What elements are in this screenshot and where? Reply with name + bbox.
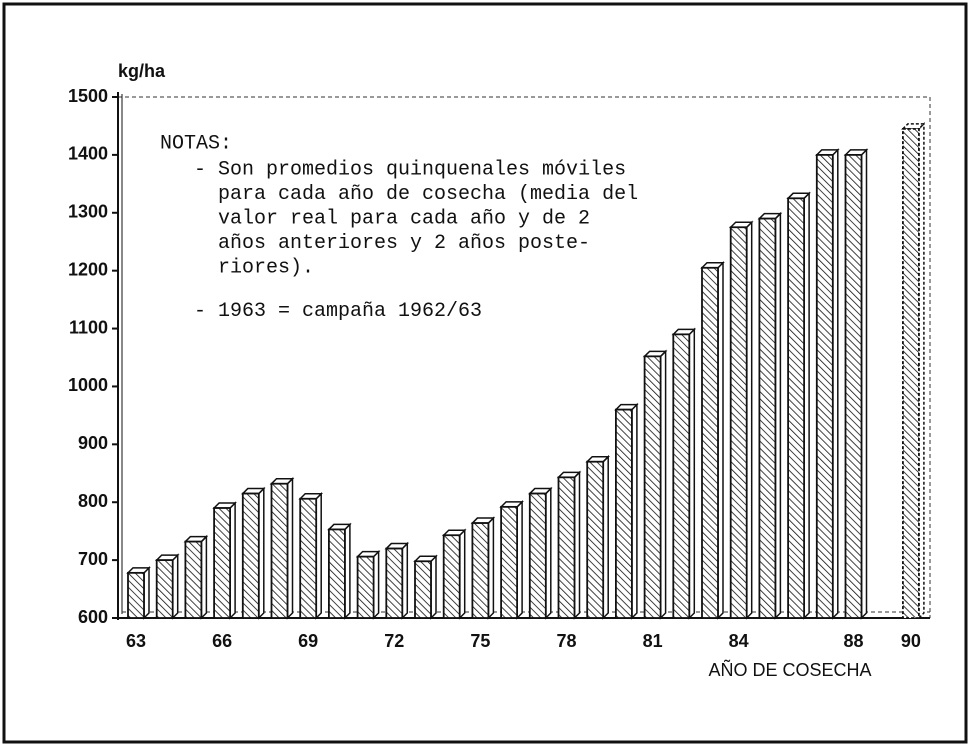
bar-front xyxy=(643,355,662,619)
bar xyxy=(642,349,668,620)
bar-front xyxy=(528,492,547,619)
bar xyxy=(700,260,725,620)
note-heading: NOTAS: xyxy=(160,132,232,155)
x-tick-label: 72 xyxy=(384,631,404,651)
bar xyxy=(269,476,295,620)
x-tick-label: 69 xyxy=(298,631,318,651)
bar-front xyxy=(327,528,346,619)
y-tick-label: 1000 xyxy=(68,375,108,395)
x-tick-label: 88 xyxy=(843,631,863,651)
bar-front xyxy=(758,217,777,619)
x-tick-label: 78 xyxy=(556,631,576,651)
bar xyxy=(499,500,524,620)
bar xyxy=(126,566,151,620)
y-tick-label: 900 xyxy=(78,433,108,453)
bar xyxy=(671,327,697,620)
bar xyxy=(585,454,611,620)
x-tick-label: 66 xyxy=(212,631,232,651)
bar xyxy=(614,402,639,620)
note-line: riores). xyxy=(218,256,314,279)
bar xyxy=(470,516,496,620)
bar xyxy=(527,486,553,620)
bar-front xyxy=(815,153,834,619)
bar-front xyxy=(155,559,174,619)
bar-front xyxy=(557,476,576,619)
bar-front xyxy=(241,492,260,619)
x-tick-label: 90 xyxy=(901,631,921,651)
bar xyxy=(441,528,467,620)
bar xyxy=(240,486,266,620)
bar xyxy=(413,554,438,620)
bar-front xyxy=(615,408,633,619)
bar xyxy=(757,211,783,620)
bar xyxy=(901,122,926,620)
x-tick-label: 81 xyxy=(643,631,663,651)
y-tick-label: 800 xyxy=(78,491,108,511)
bar-front xyxy=(902,127,920,619)
bar xyxy=(183,534,209,620)
bar-front xyxy=(471,522,490,619)
bar xyxy=(814,148,840,620)
bar xyxy=(786,191,811,620)
bar-front xyxy=(500,505,519,619)
bar-front xyxy=(729,226,748,619)
bar xyxy=(843,148,869,620)
note-line: años anteriores y 2 años poste- xyxy=(218,232,590,255)
bar-front xyxy=(701,266,719,619)
x-tick-label: 84 xyxy=(729,631,749,651)
bar xyxy=(327,522,352,620)
bar-front xyxy=(385,547,404,619)
bar-front xyxy=(672,333,691,619)
bar-front xyxy=(127,571,145,619)
bar xyxy=(556,470,582,620)
y-tick-label: 1400 xyxy=(68,144,108,164)
y-tick-label: 1200 xyxy=(68,259,108,279)
x-axis-label: AÑO DE COSECHA xyxy=(708,659,871,680)
note-line: - 1963 = campaña 1962/63 xyxy=(194,300,482,323)
y-tick-label: 600 xyxy=(78,607,108,627)
bar xyxy=(728,220,754,620)
bar-front xyxy=(184,540,203,619)
note-line: valor real para cada año y de 2 xyxy=(218,207,590,230)
note-line: para cada año de cosecha (media del xyxy=(218,183,638,206)
bar xyxy=(384,541,410,620)
x-tick-label: 75 xyxy=(470,631,490,651)
bar xyxy=(355,549,381,620)
x-tick-label: 63 xyxy=(126,631,146,651)
y-tick-label: 1100 xyxy=(69,317,108,337)
bar-front xyxy=(299,497,318,619)
bar-front xyxy=(586,460,605,619)
bar-front xyxy=(787,197,805,619)
bar-front xyxy=(442,534,461,619)
y-tick-label: 1300 xyxy=(68,202,108,222)
bar-front xyxy=(356,555,375,619)
note-line: - Son promedios quinquenales móviles xyxy=(194,158,626,181)
bar xyxy=(154,553,180,620)
bar-front xyxy=(844,153,863,619)
bar-front xyxy=(270,482,289,619)
bar-front xyxy=(414,560,432,619)
bar xyxy=(298,491,324,620)
bar xyxy=(212,501,237,620)
y-axis-label: kg/ha xyxy=(118,61,166,81)
y-tick-label: 700 xyxy=(78,549,108,569)
bar-front xyxy=(213,507,232,619)
y-tick-label: 1500 xyxy=(68,86,108,106)
